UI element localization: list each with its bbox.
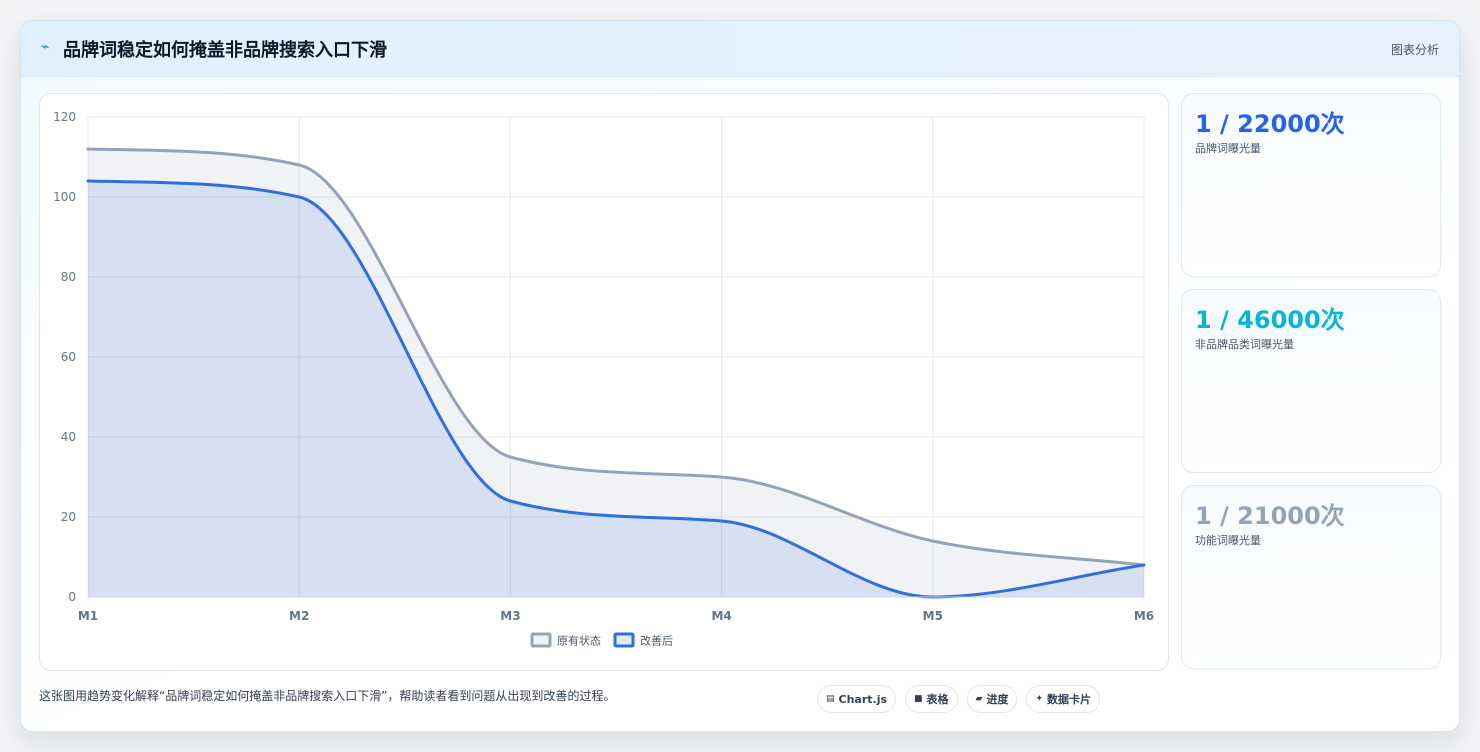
x-tick-label: M1 (78, 609, 98, 623)
kpi-value: 1 / 21000次 (1195, 502, 1345, 530)
x-tick-label: M3 (500, 609, 520, 623)
y-tick-label: 80 (61, 270, 76, 284)
chart-line-icon: ⌁ (41, 39, 50, 55)
y-tick-label: 0 (68, 590, 76, 604)
kpi-value: 1 / 22000次 (1195, 110, 1345, 138)
kpi-card-brand: 1 / 22000次 品牌词曝光量 (1181, 93, 1441, 277)
chip-table[interactable]: ■ 表格 (905, 685, 958, 713)
y-tick-label: 60 (61, 350, 76, 364)
chip-label: 数据卡片 (1047, 693, 1092, 706)
legend-swatch-1 (530, 632, 552, 648)
chip-label: 进度 (986, 693, 1009, 706)
legend-swatch-2 (613, 632, 635, 648)
area-chart: 0 20 40 60 80 100 120 M1 M2 M3 M4 M5 M6 原有状态 改善后 (53, 110, 1154, 648)
kpi-value: 1 / 46000次 (1195, 306, 1345, 334)
x-tick-label: M6 (1134, 609, 1154, 623)
chip-chartjs[interactable]: ▤ Chart.js (817, 685, 897, 713)
sparkle-icon: ✦ (1035, 694, 1044, 704)
chart-card: ⌁ 品牌词稳定如何掩盖非品牌搜索入口下滑 图表分析 0 20 40 60 80 100 12… (20, 20, 1460, 732)
kpi-label: 品牌词曝光量 (1195, 142, 1261, 155)
series-line-1 (86, 147, 1146, 567)
area-fill-series-2 (88, 181, 1144, 597)
kpi-label: 非品牌品类词曝光量 (1195, 338, 1294, 351)
kpi-card-function: 1 / 21000次 功能词曝光量 (1181, 485, 1441, 669)
x-tick-label: M4 (711, 609, 731, 623)
x-tick-label: M5 (923, 609, 943, 623)
chip-data-card[interactable]: ✦ 数据卡片 (1026, 685, 1101, 713)
y-tick-label: 100 (53, 190, 76, 204)
tech-chips: ▤ Chart.js ■ 表格 ▰ 进度 ✦ 数据卡片 (817, 685, 1101, 713)
kpi-card-nonbrand: 1 / 46000次 非品牌品类词曝光量 (1181, 289, 1441, 473)
table-icon: ■ (914, 694, 923, 704)
chart-caption: 这张图用趋势变化解释“品牌词稳定如何掩盖非品牌搜索入口下滑”，帮助读者看到问题从… (39, 689, 616, 703)
card-header: ⌁ 品牌词稳定如何掩盖非品牌搜索入口下滑 图表分析 (21, 21, 1459, 77)
x-tick-label: M2 (289, 609, 309, 623)
legend-label-2: 改善后 (640, 634, 673, 648)
y-tick-label: 40 (61, 430, 76, 444)
progress-icon: ▰ (975, 694, 983, 704)
chip-progress[interactable]: ▰ 进度 (966, 685, 1018, 713)
kpi-label: 功能词曝光量 (1195, 534, 1261, 547)
page-title: 品牌词稳定如何掩盖非品牌搜索入口下滑 (63, 40, 387, 61)
header-tag: 图表分析 (1390, 43, 1439, 57)
chip-label: 表格 (926, 693, 949, 706)
legend-label-1: 原有状态 (557, 634, 601, 648)
chart-panel: 0 20 40 60 80 100 120 M1 M2 M3 M4 M5 M6 原有状态 改善后 (39, 93, 1169, 671)
chart-icon: ▤ (826, 694, 835, 704)
area-fill-series-1 (88, 149, 1144, 597)
chip-label: Chart.js (838, 692, 888, 706)
y-tick-label: 20 (61, 510, 76, 524)
y-tick-label: 120 (53, 110, 76, 124)
